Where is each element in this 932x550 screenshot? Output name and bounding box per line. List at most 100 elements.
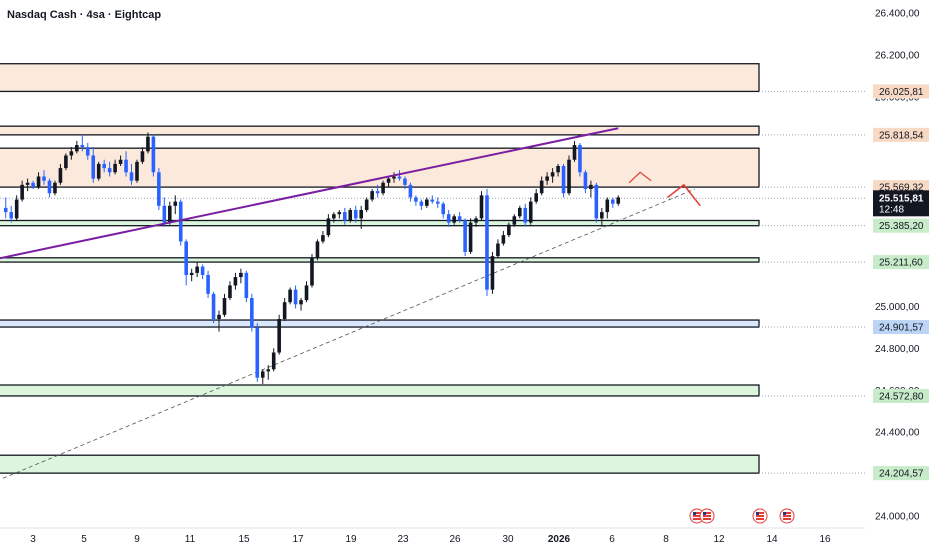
candle-body bbox=[610, 199, 615, 204]
projection-path-left[interactable] bbox=[628, 171, 652, 184]
candle-body bbox=[370, 191, 374, 200]
projection-path[interactable] bbox=[666, 183, 701, 207]
candle-body bbox=[321, 235, 325, 242]
supply-zone-mid[interactable] bbox=[0, 125, 760, 136]
candle-body bbox=[605, 199, 610, 213]
price-tick-label: 24.800,00 bbox=[875, 344, 920, 355]
candle-body bbox=[266, 369, 271, 372]
candle-body bbox=[113, 163, 117, 173]
candle-body bbox=[425, 199, 429, 206]
time-axis-label: 8 bbox=[663, 534, 669, 545]
candle-body bbox=[42, 176, 46, 181]
candle-body bbox=[534, 193, 539, 202]
time-axis-label: 26 bbox=[449, 534, 461, 545]
time-axis-label: 11 bbox=[185, 534, 196, 545]
candle-body bbox=[381, 182, 385, 194]
candle-body bbox=[326, 218, 331, 236]
candle-body bbox=[375, 191, 380, 194]
time-axis-label: 14 bbox=[766, 534, 778, 545]
supply-zone-top[interactable] bbox=[0, 63, 760, 93]
candle-body bbox=[299, 300, 303, 305]
flag-canton bbox=[693, 512, 696, 515]
candle-body bbox=[140, 151, 145, 162]
price-tag bbox=[873, 320, 929, 335]
candle-body bbox=[53, 182, 57, 194]
candle-body bbox=[310, 258, 314, 286]
candle-body bbox=[507, 224, 511, 236]
candle-body bbox=[239, 272, 243, 278]
candle-body bbox=[288, 289, 292, 303]
price-tick-label: 26.400,00 bbox=[875, 9, 920, 20]
time-axis-label: 2026 bbox=[548, 534, 571, 545]
candle-body bbox=[282, 302, 287, 319]
current-price-value: 25.515,81 bbox=[879, 193, 924, 204]
time-axis-label: 12 bbox=[713, 534, 725, 545]
dashed-trendline[interactable] bbox=[2, 188, 695, 479]
flag-stripe bbox=[783, 512, 791, 514]
candle-body bbox=[561, 165, 566, 194]
flag-stripe bbox=[703, 518, 711, 520]
price-tag bbox=[873, 466, 929, 481]
blue-zone[interactable] bbox=[0, 319, 760, 328]
candle-body bbox=[539, 180, 544, 194]
candle-body bbox=[96, 163, 101, 179]
candle-body bbox=[550, 172, 555, 177]
candle-body bbox=[135, 161, 139, 181]
candle-body bbox=[277, 318, 281, 353]
candle-body bbox=[414, 197, 418, 202]
candle-body bbox=[58, 168, 63, 183]
candle-body bbox=[594, 184, 599, 219]
candle-body bbox=[244, 272, 249, 299]
flag-stripe bbox=[756, 515, 764, 517]
chart-legend: Nasdaq Cash · 4sa · Eightcap bbox=[7, 9, 161, 21]
candle-body bbox=[107, 168, 112, 173]
candle-body bbox=[589, 184, 593, 190]
candle-body bbox=[80, 145, 85, 148]
candle-body bbox=[3, 207, 8, 213]
price-tag-label: 25.211,60 bbox=[879, 258, 923, 269]
candle-body bbox=[512, 216, 517, 225]
flag-stripe bbox=[783, 515, 791, 517]
demand-zone-1[interactable] bbox=[0, 219, 760, 227]
candle-body bbox=[129, 172, 134, 181]
candle-body bbox=[146, 136, 150, 152]
candle-body bbox=[517, 207, 522, 217]
demand-zone-3[interactable] bbox=[0, 384, 760, 397]
candle-body bbox=[501, 235, 506, 244]
candle-body bbox=[211, 293, 216, 319]
candle-body bbox=[250, 298, 254, 328]
price-tag-label: 24.901,57 bbox=[879, 323, 924, 334]
candle-body bbox=[386, 178, 391, 183]
purple-trendline[interactable] bbox=[0, 127, 619, 260]
price-tag bbox=[873, 218, 929, 233]
candle-body bbox=[419, 201, 424, 206]
price-tag-label: 26.025,81 bbox=[879, 87, 924, 98]
legend-separator-2: · bbox=[104, 9, 115, 21]
candle-body bbox=[200, 266, 205, 275]
candle-body bbox=[228, 285, 232, 299]
candle-body bbox=[485, 195, 489, 290]
candle-body bbox=[441, 203, 446, 215]
flag-stripe bbox=[693, 515, 701, 517]
price-tag bbox=[873, 388, 929, 403]
price-tag bbox=[873, 84, 929, 99]
time-axis-label: 15 bbox=[238, 534, 250, 545]
candle-body bbox=[14, 199, 19, 219]
candle-body bbox=[91, 155, 96, 179]
candle-body bbox=[572, 145, 577, 160]
candle-body bbox=[178, 201, 183, 242]
candle-body bbox=[523, 207, 528, 223]
legend-source: Eightcap bbox=[114, 9, 162, 21]
candle-body bbox=[348, 210, 353, 221]
flag-stripe bbox=[693, 512, 701, 514]
legend-separator-1: · bbox=[76, 9, 87, 21]
candle-body bbox=[397, 176, 402, 179]
candle-body bbox=[435, 201, 440, 204]
candle-body bbox=[36, 176, 41, 187]
time-axis-label: 5 bbox=[81, 534, 87, 545]
candle-body bbox=[556, 165, 560, 173]
demand-zone-2[interactable] bbox=[0, 257, 760, 263]
demand-zone-4[interactable] bbox=[0, 454, 760, 474]
candle-body bbox=[468, 222, 473, 252]
